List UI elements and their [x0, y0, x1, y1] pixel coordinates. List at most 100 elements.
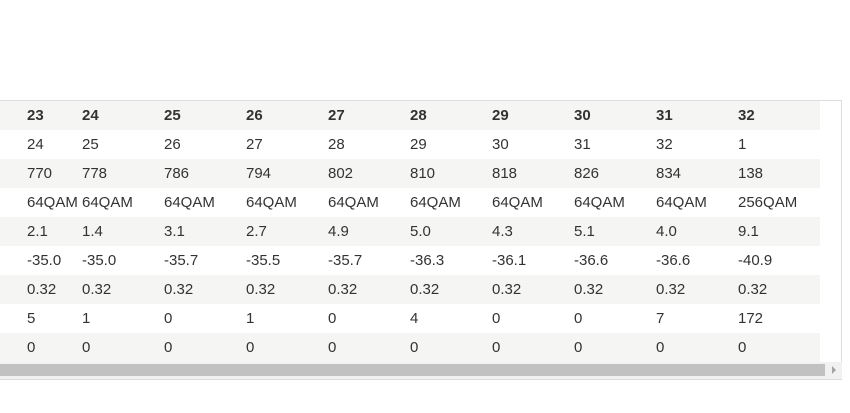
- table-cell: 64QAM: [328, 194, 379, 211]
- table-cell: 0.32: [82, 281, 112, 298]
- table-cell: 786: [164, 165, 190, 182]
- table-cell: 0.32: [27, 281, 57, 298]
- table-cell: 30: [492, 136, 509, 153]
- table: 23 24 25 26 27 28 29 30 31 32 24 25 26 27 28 29 30 31 32 1…: [0, 101, 820, 362]
- scrollbar-thumb[interactable]: [0, 364, 825, 376]
- table-cell: 4.9: [328, 223, 349, 240]
- table-cell: 0: [328, 310, 337, 327]
- table-cell: -40.9: [738, 252, 773, 269]
- table-cell: 0: [328, 339, 337, 356]
- table-cell: 0: [738, 339, 747, 356]
- table-cell: 1: [82, 310, 91, 327]
- table-cell: 0.32: [574, 281, 604, 298]
- header-cell: 23: [27, 107, 44, 124]
- table-cell: 0.32: [410, 281, 440, 298]
- table-cell: 64QAM: [656, 194, 707, 211]
- table-cell: -35.5: [246, 252, 281, 269]
- table-cell: -35.7: [328, 252, 363, 269]
- table-cell: -36.6: [574, 252, 609, 269]
- table-cell: 4: [410, 310, 419, 327]
- table-cell: 1: [738, 136, 747, 153]
- table-cell: 0.32: [738, 281, 768, 298]
- table-cell: 0: [410, 339, 419, 356]
- table-cell: 7: [656, 310, 665, 327]
- table-row: -35.0 -35.0 -35.7 -35.5 -35.7 -36.3 -36.1 -36.6…: [0, 246, 820, 275]
- table-cell: -35.0: [82, 252, 117, 269]
- table-cell: 1: [246, 310, 255, 327]
- table-cell: 770: [27, 165, 53, 182]
- table-cell: 31: [574, 136, 591, 153]
- table-cell: 0: [164, 339, 173, 356]
- table-cell: 2.7: [246, 223, 267, 240]
- table-cell: 0: [246, 339, 255, 356]
- table-cell: 794: [246, 165, 272, 182]
- table-body: 24 25 26 27 28 29 30 31 32 1 770 778 786 794 802 810 818…: [0, 130, 820, 362]
- table-cell: 64QAM: [246, 194, 297, 211]
- table-cell: 64QAM: [82, 194, 133, 211]
- header-cell: 30: [574, 107, 591, 124]
- table-row: 0.32 0.32 0.32 0.32 0.32 0.32 0.32 0.32 0.32 0.32: [0, 275, 820, 304]
- table-cell: 0: [27, 339, 36, 356]
- table-cell: 24: [27, 136, 44, 153]
- table-cell: 29: [410, 136, 427, 153]
- table-cell: 28: [328, 136, 345, 153]
- table-cell: 64QAM: [410, 194, 461, 211]
- table-cell: 1.4: [82, 223, 103, 240]
- table-cell: 172: [738, 310, 764, 327]
- table-cell: 64QAM: [164, 194, 215, 211]
- table-cell: 0.32: [328, 281, 358, 298]
- header-cell: 26: [246, 107, 263, 124]
- table-cell: -36.6: [656, 252, 691, 269]
- table-row: 0 0 0 0 0 0 0 0 0 0: [0, 333, 820, 362]
- table-cell: 138: [738, 165, 764, 182]
- table-cell: 64QAM: [492, 194, 543, 211]
- header-cell: 27: [328, 107, 345, 124]
- table-cell: 64QAM: [574, 194, 625, 211]
- table-cell: 5.1: [574, 223, 595, 240]
- table-cell: 9.1: [738, 223, 759, 240]
- table-cell: 778: [82, 165, 108, 182]
- table-row: 5 1 0 1 0 4 0 0 7 172: [0, 304, 820, 333]
- scroll-right-arrow[interactable]: [828, 364, 840, 376]
- header-cell: 28: [410, 107, 427, 124]
- table-cell: -35.7: [164, 252, 199, 269]
- table-cell: 5.0: [410, 223, 431, 240]
- table-row: 770 778 786 794 802 810 818 826 834 138: [0, 159, 820, 188]
- table-cell: -35.0: [27, 252, 62, 269]
- table-cell: 0.32: [164, 281, 194, 298]
- table-cell: 4.0: [656, 223, 677, 240]
- table-cell: 4.3: [492, 223, 513, 240]
- table-row: 64QAM 64QAM 64QAM 64QAM 64QAM 64QAM 64QAM 64QAM…: [0, 188, 820, 217]
- table-row: 2.1 1.4 3.1 2.7 4.9 5.0 4.3 5.1 4.0 9.1: [0, 217, 820, 246]
- table-cell: 64QAM: [27, 194, 78, 211]
- table-cell: 0.32: [492, 281, 522, 298]
- table-cell: 3.1: [164, 223, 185, 240]
- table-cell: 0: [82, 339, 91, 356]
- table-cell: 802: [328, 165, 354, 182]
- header-cell: 32: [738, 107, 755, 124]
- table-cell: 810: [410, 165, 436, 182]
- table-cell: 0: [492, 339, 501, 356]
- table-row: 24 25 26 27 28 29 30 31 32 1: [0, 130, 820, 159]
- table-cell: 256QAM: [738, 194, 798, 211]
- table-cell: 0: [164, 310, 173, 327]
- header-cell: 29: [492, 107, 509, 124]
- table-cell: 0: [492, 310, 501, 327]
- table-cell: -36.1: [492, 252, 527, 269]
- table-cell: 0: [656, 339, 665, 356]
- header-row: 23 24 25 26 27 28 29 30 31 32: [0, 101, 820, 130]
- header-cell: 24: [82, 107, 99, 124]
- table-cell: 834: [656, 165, 682, 182]
- header-cell: 31: [656, 107, 673, 124]
- table-cell: 27: [246, 136, 263, 153]
- table-container: 23 24 25 26 27 28 29 30 31 32 24 25 26 27 28 29 30 31 32 1…: [0, 100, 842, 380]
- table-cell: 26: [164, 136, 181, 153]
- table-cell: 0: [574, 339, 583, 356]
- table-cell: 0.32: [656, 281, 686, 298]
- table-cell: -36.3: [410, 252, 445, 269]
- table-cell: 32: [656, 136, 673, 153]
- table-cell: 818: [492, 165, 518, 182]
- table-cell: 0: [574, 310, 583, 327]
- table-cell: 826: [574, 165, 600, 182]
